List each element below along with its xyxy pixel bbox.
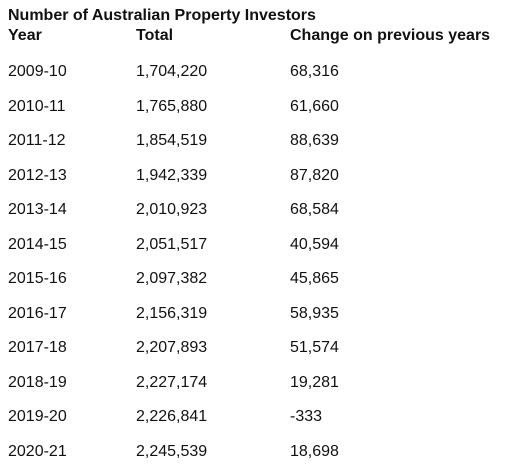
cell-total: 2,156,319 — [136, 304, 208, 322]
cell-change: 88,639 — [290, 132, 339, 149]
cell-year: 2017-18 — [8, 339, 67, 356]
cell-change: 87,820 — [290, 166, 339, 184]
table-row: 2018-19 2,227,174 19,281 — [8, 364, 508, 399]
cell-year: 2019-20 — [8, 408, 67, 425]
cell-year: 2009-10 — [8, 63, 67, 80]
cell-change: 68,316 — [290, 63, 339, 80]
table-header-row: Year Total Change on previous years — [8, 27, 508, 53]
cell-change: 68,584 — [290, 201, 339, 218]
table-row: 2011-12 1,854,519 88,639 — [8, 122, 508, 157]
cell-total: 2,097,382 — [136, 270, 208, 287]
table-row: 2015-16 2,097,382 45,865 — [8, 260, 508, 295]
header-total: Total — [136, 27, 174, 44]
cell-change: 40,594 — [290, 235, 339, 253]
cell-year: 2015-16 — [8, 270, 67, 287]
table-row: 2009-10 1,704,220 68,316 — [8, 53, 508, 88]
table-row: 2012-13 1,942,339 87,820 — [8, 157, 508, 192]
cell-change: 45,865 — [290, 270, 339, 287]
table-row: 2020-21 2,245,539 18,698 — [8, 433, 508, 468]
table-row: 2010-11 1,765,880 61,660 — [8, 88, 508, 123]
cell-total: 2,207,893 — [136, 339, 208, 356]
cell-year: 2011-12 — [8, 132, 66, 149]
cell-total: 2,245,539 — [136, 442, 208, 460]
table-title: Number of Australian Property Investors — [8, 7, 316, 24]
cell-change: -333 — [290, 408, 323, 425]
cell-year: 2013-14 — [8, 201, 67, 218]
cell-year: 2018-19 — [8, 373, 67, 391]
table-row: 2014-15 2,051,517 40,594 — [8, 226, 508, 261]
header-year: Year — [8, 27, 42, 44]
header-change: Change on previous years — [290, 27, 491, 44]
cell-year: 2010-11 — [8, 97, 66, 115]
table-row: 2013-14 2,010,923 68,584 — [8, 191, 508, 226]
cell-total: 2,226,841 — [136, 408, 208, 425]
cell-change: 58,935 — [290, 304, 339, 322]
cell-total: 1,854,519 — [136, 132, 208, 149]
table-row: 2019-20 2,226,841 -333 — [8, 398, 508, 433]
cell-change: 18,698 — [290, 442, 339, 460]
cell-year: 2012-13 — [8, 166, 67, 184]
cell-change: 19,281 — [290, 373, 339, 391]
cell-change: 61,660 — [290, 97, 339, 115]
table-row: 2016-17 2,156,319 58,935 — [8, 295, 508, 330]
cell-year: 2020-21 — [8, 442, 67, 460]
table-row: 2017-18 2,207,893 51,574 — [8, 329, 508, 364]
cell-total: 2,227,174 — [136, 373, 208, 391]
cell-total: 2,051,517 — [136, 235, 208, 253]
cell-total: 2,010,923 — [136, 201, 208, 218]
cell-year: 2014-15 — [8, 235, 67, 253]
cell-change: 51,574 — [290, 339, 339, 356]
cell-total: 1,942,339 — [136, 166, 208, 184]
cell-total: 1,765,880 — [136, 97, 208, 115]
cell-year: 2016-17 — [8, 304, 67, 322]
cell-total: 1,704,220 — [136, 63, 208, 80]
document: Number of Australian Property Investors … — [8, 5, 508, 467]
